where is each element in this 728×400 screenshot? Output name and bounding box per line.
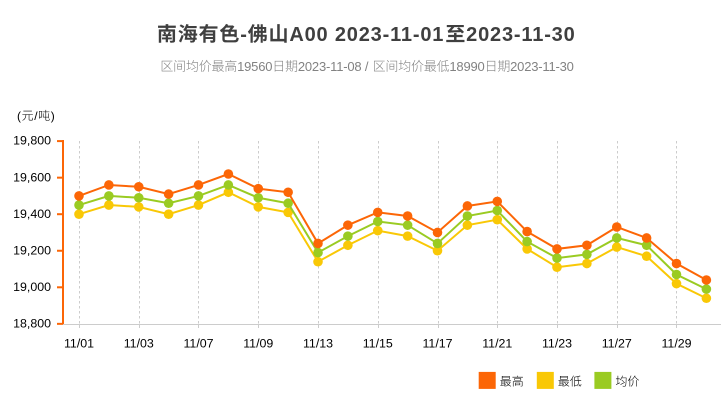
- svg-text:2023-11-08 /: 2023-11-08 /: [298, 59, 372, 74]
- svg-text:18,800: 18,800: [13, 316, 51, 330]
- svg-text:11/17: 11/17: [422, 337, 452, 351]
- svg-text:11/27: 11/27: [602, 337, 632, 351]
- svg-text:19,600: 19,600: [13, 170, 51, 184]
- svg-text:11/03: 11/03: [124, 337, 154, 351]
- svg-text:19,800: 19,800: [13, 134, 51, 148]
- svg-text:19,200: 19,200: [13, 243, 51, 257]
- svg-text:/: /: [34, 109, 38, 123]
- svg-text:11/21: 11/21: [482, 337, 512, 351]
- svg-text:2023-11-30: 2023-11-30: [510, 59, 574, 74]
- svg-text:11/07: 11/07: [183, 337, 213, 351]
- svg-text:18990: 18990: [449, 59, 484, 74]
- svg-text:11/23: 11/23: [542, 337, 572, 351]
- svg-text:19560: 19560: [237, 59, 272, 74]
- svg-text:A00 2023-11-01: A00 2023-11-01: [289, 24, 444, 46]
- svg-text:11/01: 11/01: [64, 337, 94, 351]
- svg-text:11/15: 11/15: [363, 337, 393, 351]
- svg-text:11/09: 11/09: [243, 337, 273, 351]
- svg-text:2023-11-30: 2023-11-30: [466, 24, 575, 46]
- svg-text:(: (: [17, 109, 22, 123]
- svg-text:19,400: 19,400: [13, 207, 51, 221]
- svg-text:11/29: 11/29: [661, 337, 691, 351]
- svg-text:-: -: [240, 24, 247, 46]
- svg-text:19,000: 19,000: [13, 280, 51, 294]
- svg-text:11/13: 11/13: [303, 337, 333, 351]
- svg-text:): ): [51, 109, 56, 123]
